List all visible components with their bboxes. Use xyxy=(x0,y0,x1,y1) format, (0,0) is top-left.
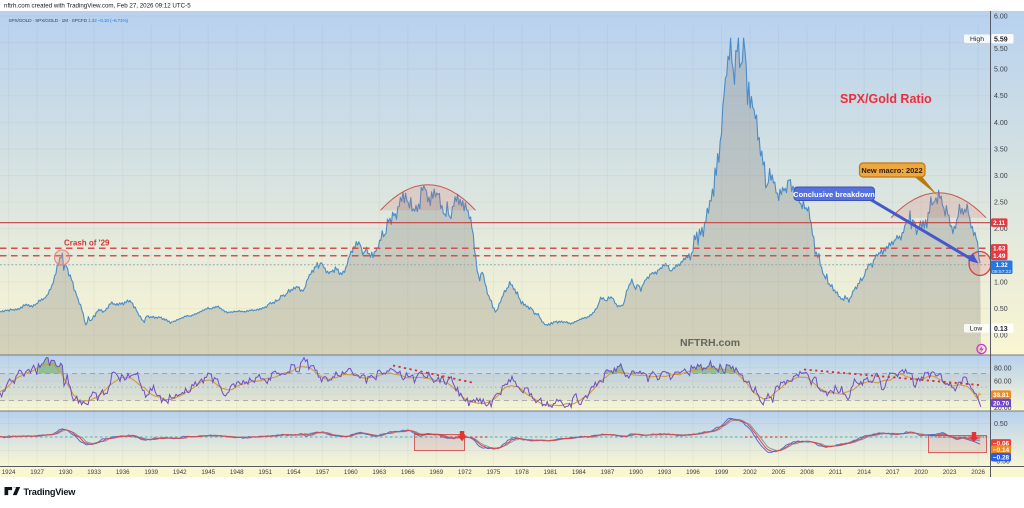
svg-text:2014: 2014 xyxy=(857,469,871,476)
svg-text:1999: 1999 xyxy=(715,469,729,476)
svg-text:5.00: 5.00 xyxy=(994,67,1008,74)
svg-text:TradingView: TradingView xyxy=(24,487,77,497)
svg-text:High: High xyxy=(970,36,984,43)
svg-text:1951: 1951 xyxy=(258,469,272,476)
svg-text:−0.28: −0.28 xyxy=(993,455,1010,462)
svg-text:5.59: 5.59 xyxy=(994,36,1008,43)
svg-text:2002: 2002 xyxy=(743,469,757,476)
svg-text:2005: 2005 xyxy=(772,469,786,476)
svg-text:SPX/GOLD · SPX/GOLD · 1M · SPC: SPX/GOLD · SPX/GOLD · 1M · SPCFD 1.32 −0… xyxy=(9,18,129,24)
svg-text:60.00: 60.00 xyxy=(994,378,1012,385)
svg-text:0.50: 0.50 xyxy=(994,306,1008,313)
svg-text:0.50: 0.50 xyxy=(994,421,1008,428)
svg-text:1960: 1960 xyxy=(344,469,358,476)
svg-text:Conclusive breakdown: Conclusive breakdown xyxy=(793,190,875,199)
svg-text:2023: 2023 xyxy=(943,469,957,476)
svg-text:1942: 1942 xyxy=(173,469,187,476)
svg-text:1990: 1990 xyxy=(629,469,643,476)
svg-text:1957: 1957 xyxy=(315,469,329,476)
svg-text:Low: Low xyxy=(970,326,983,333)
svg-text:0.13: 0.13 xyxy=(994,326,1008,333)
svg-text:2020: 2020 xyxy=(914,469,928,476)
svg-text:−0.14: −0.14 xyxy=(993,447,1010,454)
svg-text:6.00: 6.00 xyxy=(994,13,1008,20)
svg-text:1987: 1987 xyxy=(601,469,615,476)
svg-text:20.00: 20.00 xyxy=(994,405,1012,412)
svg-text:1969: 1969 xyxy=(429,469,443,476)
svg-text:1978: 1978 xyxy=(515,469,529,476)
svg-text:2008: 2008 xyxy=(800,469,814,476)
svg-text:2026: 2026 xyxy=(971,469,985,476)
svg-text:-0.50: -0.50 xyxy=(994,459,1010,466)
svg-text:1.49: 1.49 xyxy=(993,253,1006,260)
svg-text:2011: 2011 xyxy=(829,469,843,476)
svg-text:5.50: 5.50 xyxy=(994,46,1008,53)
svg-text:New macro: 2022: New macro: 2022 xyxy=(861,166,922,175)
svg-text:1924: 1924 xyxy=(2,469,16,476)
svg-text:3.50: 3.50 xyxy=(994,146,1008,153)
svg-text:1996: 1996 xyxy=(686,469,700,476)
svg-text:4.50: 4.50 xyxy=(994,93,1008,100)
svg-text:1981: 1981 xyxy=(544,469,558,476)
svg-text:1948: 1948 xyxy=(230,469,244,476)
svg-text:NFTRH.com: NFTRH.com xyxy=(680,337,740,349)
svg-text:1972: 1972 xyxy=(458,469,472,476)
svg-text:1.00: 1.00 xyxy=(994,279,1008,286)
svg-text:2017: 2017 xyxy=(886,469,900,476)
svg-text:2.11: 2.11 xyxy=(993,220,1006,227)
svg-text:2.50: 2.50 xyxy=(994,200,1008,207)
svg-text:1930: 1930 xyxy=(59,469,73,476)
svg-text:1933: 1933 xyxy=(87,469,101,476)
svg-text:1945: 1945 xyxy=(201,469,215,476)
svg-text:08:57:22: 08:57:22 xyxy=(992,269,1011,275)
svg-text:1.63: 1.63 xyxy=(993,246,1006,253)
svg-text:0.00: 0.00 xyxy=(994,333,1008,340)
svg-text:2.00: 2.00 xyxy=(994,226,1008,233)
svg-text:1993: 1993 xyxy=(658,469,672,476)
svg-text:1939: 1939 xyxy=(144,469,158,476)
svg-text:38.81: 38.81 xyxy=(993,392,1009,399)
svg-text:1963: 1963 xyxy=(372,469,386,476)
svg-text:20.70: 20.70 xyxy=(993,400,1009,407)
svg-text:80.00: 80.00 xyxy=(994,365,1012,372)
svg-text:1966: 1966 xyxy=(401,469,415,476)
svg-text:1927: 1927 xyxy=(30,469,44,476)
svg-text:1984: 1984 xyxy=(572,469,586,476)
svg-text:nftrh.com created with Trading: nftrh.com created with TradingView.com, … xyxy=(4,3,191,10)
svg-text:Crash of '29: Crash of '29 xyxy=(64,239,110,248)
svg-text:1954: 1954 xyxy=(287,469,301,476)
svg-text:4.00: 4.00 xyxy=(994,120,1008,127)
svg-text:1936: 1936 xyxy=(116,469,130,476)
svg-text:1.32: 1.32 xyxy=(996,262,1009,269)
svg-text:SPX/Gold Ratio: SPX/Gold Ratio xyxy=(840,92,932,106)
svg-text:3.00: 3.00 xyxy=(994,173,1008,180)
svg-text:1975: 1975 xyxy=(487,469,501,476)
svg-text:−0.06: −0.06 xyxy=(993,441,1010,448)
